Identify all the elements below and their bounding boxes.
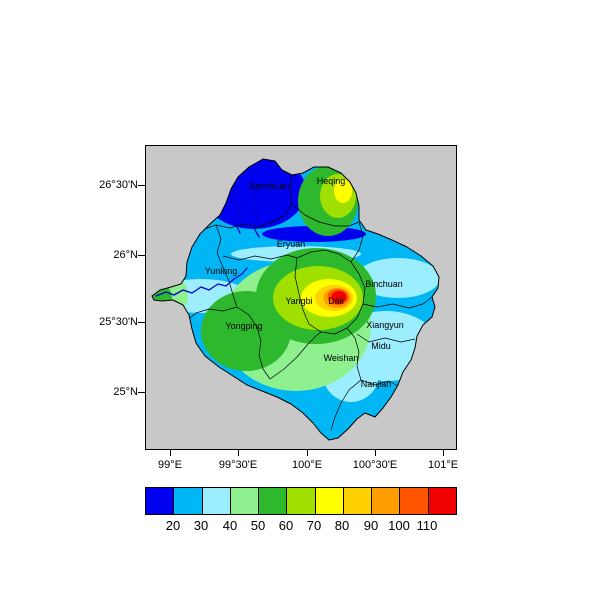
x-tick-label: 100°E [291,459,323,471]
colorbar-segment [399,488,428,514]
contour-map [151,158,440,441]
x-tick-mark [238,449,239,456]
colorbar-segment [258,488,287,514]
x-tick-label: 101°E [427,459,459,471]
colorbar-segment [371,488,400,514]
colorbar-segment [146,488,174,514]
y-tick-mark [138,255,145,256]
y-tick-label: 25°N [113,386,138,398]
prefecture-outline [151,158,440,441]
x-tick-mark [443,449,444,456]
y-tick-label: 25°30'N [99,316,138,328]
x-tick-label: 99°30'E [218,459,258,471]
x-tick-label: 100°30'E [352,459,398,471]
county-boundaries [189,174,433,431]
y-tick-mark [138,392,145,393]
x-tick-label: 99°E [158,459,182,471]
river-lines [155,175,260,297]
y-tick-mark [138,322,145,323]
colorbar-tick-label: 50 [250,518,266,533]
x-tick-mark [307,449,308,456]
x-tick-mark [170,449,171,456]
contour-fills [152,159,439,440]
colorbar-segment [286,488,315,514]
colorbar-segment [229,488,259,514]
colorbar-tick-label: 30 [193,518,209,533]
colorbar-tick-label: 60 [278,518,294,533]
x-tick-mark [375,449,376,456]
colorbar-segment [201,488,230,514]
colorbar-tick-label: 70 [306,518,322,533]
colorbar-tick-label: 100 [388,518,410,533]
y-tick-label: 26°30'N [99,179,138,191]
colorbar-tick-label: 20 [165,518,181,533]
colorbar [145,487,457,515]
map-plot-area: Jianchuan Heqing Eryuan Yunlong Binchuan… [145,145,457,450]
colorbar-tick-label: 40 [222,518,238,533]
colorbar-segment [427,488,456,514]
colorbar-segment [173,488,202,514]
y-tick-label: 26°N [113,249,138,261]
y-tick-mark [138,185,145,186]
colorbar-tick-label: 110 [416,518,438,533]
colorbar-tick-label: 90 [363,518,379,533]
colorbar-segment [342,488,372,514]
colorbar-segment [314,488,343,514]
colorbar-tick-label: 80 [334,518,350,533]
